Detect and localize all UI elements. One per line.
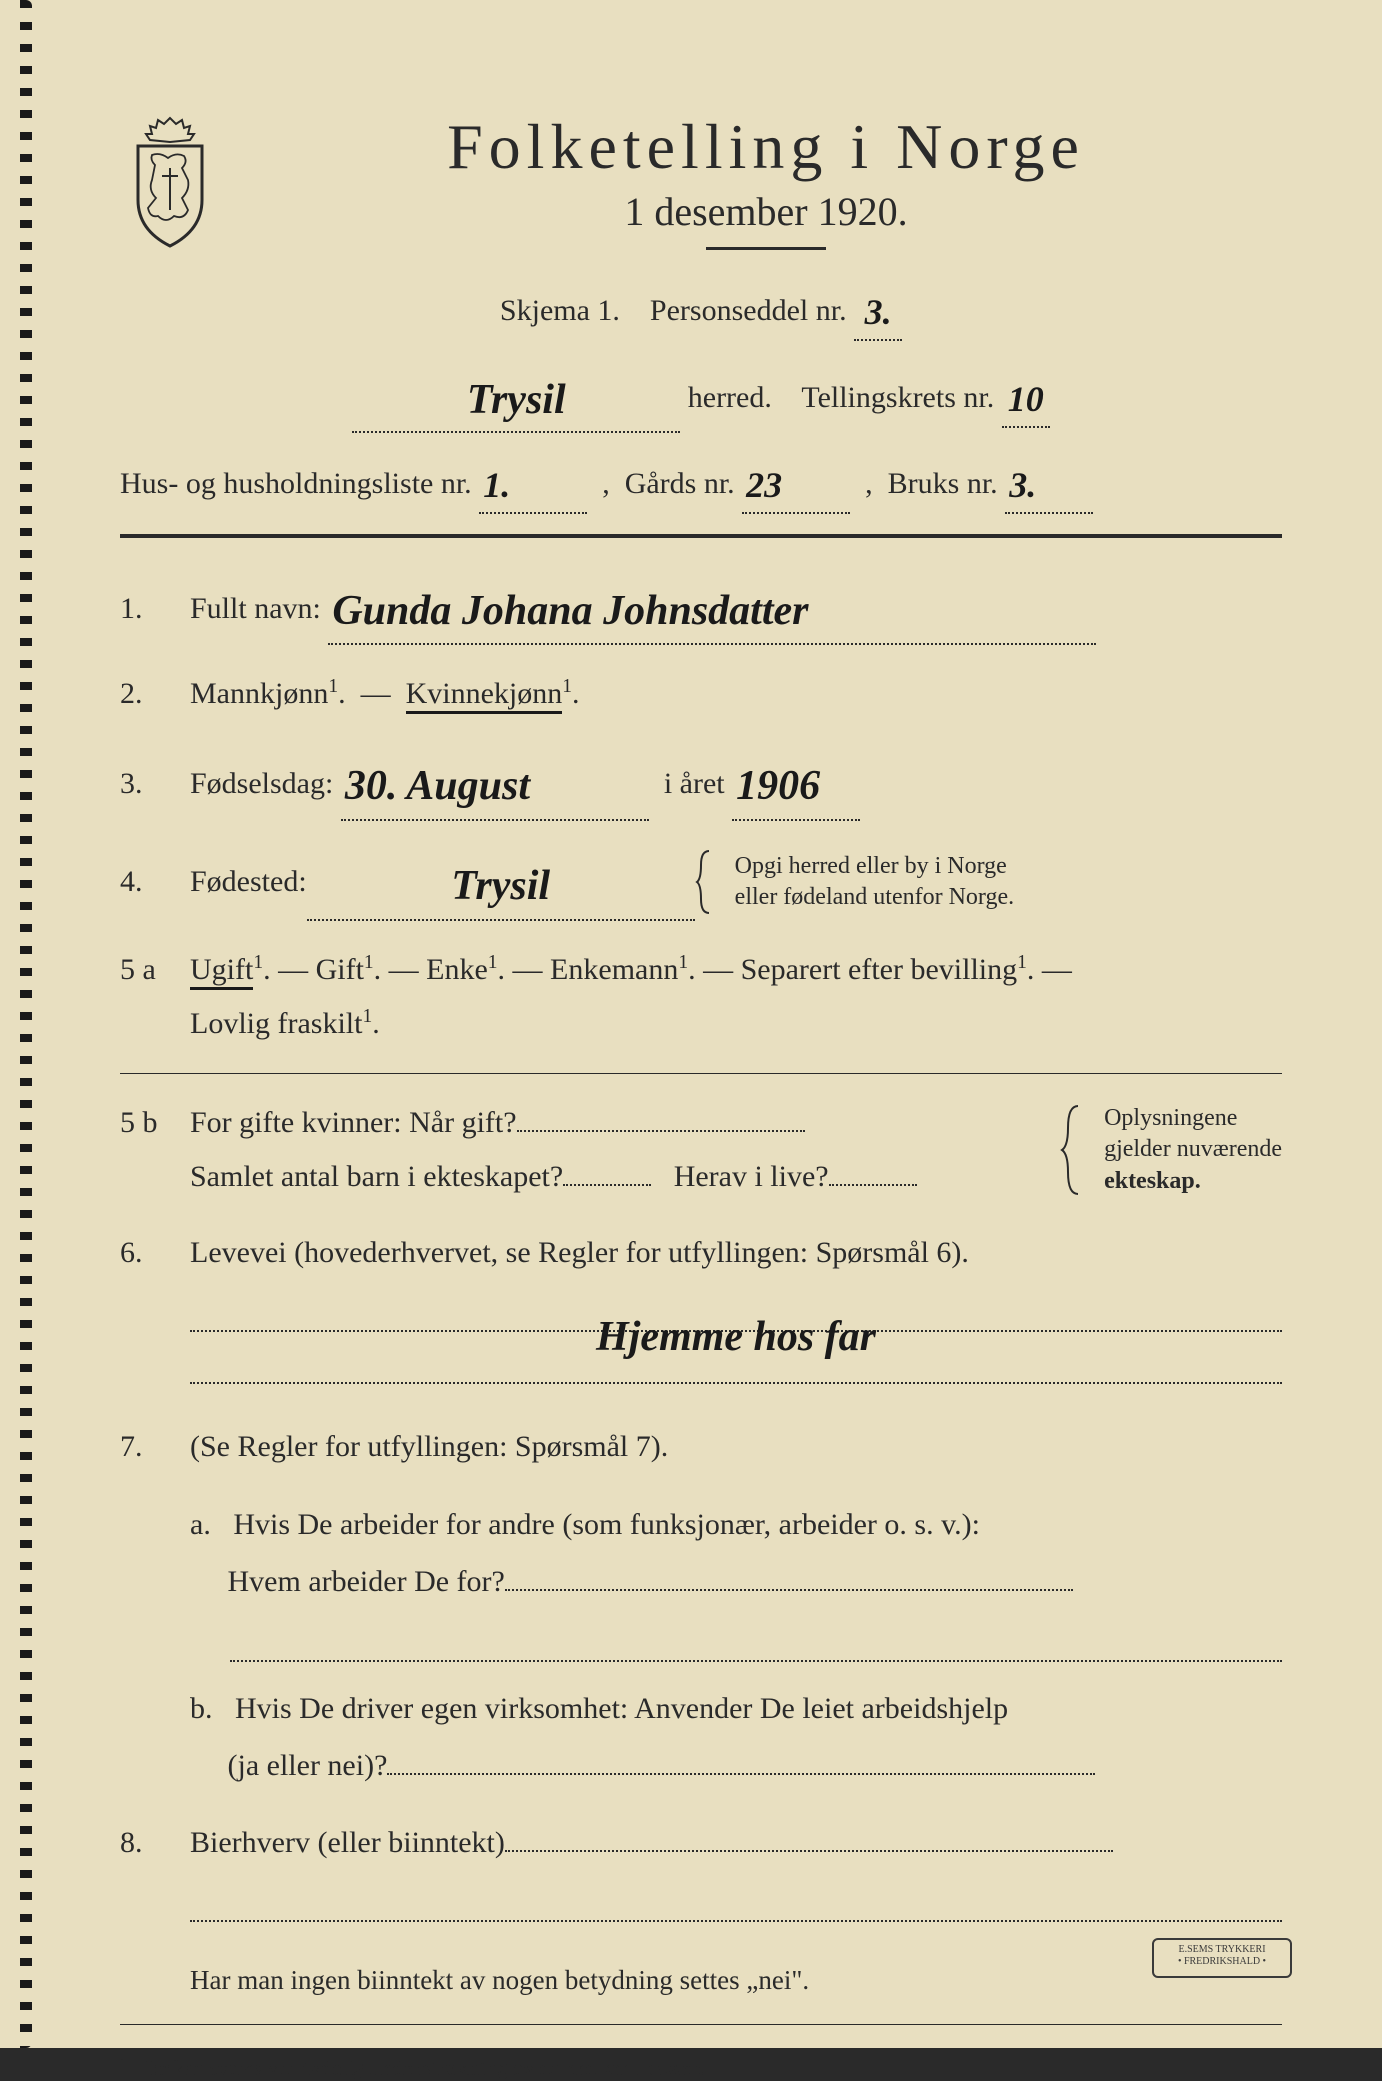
q2-kvinne: Kvinnekjønn — [406, 677, 563, 714]
q7a-label: a. — [190, 1508, 211, 1541]
husliste-label: Hus- og husholdningsliste nr. — [120, 467, 472, 500]
footnote: 1 Her kan svares ved tydelig understrekn… — [120, 2055, 1282, 2081]
schema-label: Skjema 1. — [500, 294, 620, 327]
q8-label: Bierhverv (eller biinntekt) — [190, 1826, 505, 1859]
footnote-rule — [120, 2024, 1282, 2026]
q1-num: 1. — [120, 592, 170, 626]
herred-line: Trysil herred. Tellingskrets nr. 10 — [120, 359, 1282, 432]
gards-nr: 23 — [746, 465, 782, 505]
q7b-l1: Hvis De driver egen virksomhet: Anvender… — [235, 1692, 1008, 1725]
q6-label: Levevei (hovederhvervet, se Regler for u… — [190, 1236, 969, 1269]
q6-value: Hjemme hos far — [596, 1314, 876, 1360]
q5a: 5 a Ugift1. — Gift1. — Enke1. — Enkemann… — [120, 943, 1282, 1051]
q7-label: (Se Regler for utfyllingen: Spørsmål 7). — [190, 1430, 668, 1463]
q7a: a. Hvis De arbeider for andre (som funks… — [190, 1496, 1282, 1662]
title-rule — [706, 247, 826, 250]
q1: 1. Fullt navn: Gunda Johana Johnsdatter — [120, 568, 1282, 646]
tellingskrets-nr: 10 — [1008, 379, 1044, 419]
personseddel-nr: 3. — [865, 292, 892, 332]
header: Folketelling i Norge 1 desember 1920. — [120, 90, 1282, 260]
brace-icon — [695, 847, 715, 917]
main-title: Folketelling i Norge — [250, 110, 1282, 184]
q5b-num: 5 b — [120, 1106, 170, 1140]
q3-year: 1906 — [736, 763, 820, 809]
q5b-l1: For gifte kvinner: Når gift? — [190, 1106, 517, 1139]
coat-of-arms-icon — [120, 110, 220, 250]
q4-note: Opgi herred eller by i Norge eller fødel… — [735, 851, 1014, 913]
q3-label: Fødselsdag: — [190, 767, 333, 800]
q5a-num: 5 a — [120, 953, 170, 987]
perforation-edge — [20, 0, 32, 2048]
q7-num: 7. — [120, 1430, 170, 1464]
q5b-l3: Herav i live? — [674, 1160, 829, 1193]
q1-label: Fullt navn: — [190, 592, 321, 625]
q3-day: 30. August — [345, 763, 530, 809]
q4-num: 4. — [120, 865, 170, 899]
q3-year-label: i året — [664, 767, 725, 800]
q4-value: Trysil — [451, 863, 550, 909]
herred-value: Trysil — [467, 377, 566, 423]
schema-line: Skjema 1. Personseddel nr. 3. — [120, 278, 1282, 341]
q5a-gift: Gift — [316, 953, 364, 986]
q2-num: 2. — [120, 677, 170, 711]
rule-5 — [120, 1073, 1282, 1075]
q5b-l2: Samlet antal barn i ekteskapet? — [190, 1160, 563, 1193]
bruks-nr: 3. — [1009, 465, 1036, 505]
q1-value: Gunda Johana Johnsdatter — [332, 588, 808, 634]
q7a-l1: Hvis De arbeider for andre (som funksjon… — [233, 1508, 980, 1541]
q5a-enke: Enke — [426, 953, 488, 986]
q5b-note: Oplysningene gjelder nuværende ekteskap. — [1104, 1103, 1282, 1197]
q5a-enkemann: Enkemann — [550, 953, 678, 986]
q7: 7. (Se Regler for utfyllingen: Spørsmål … — [120, 1420, 1282, 1474]
q8-num: 8. — [120, 1826, 170, 1860]
brace-icon — [1060, 1100, 1084, 1200]
q7b: b. Hvis De driver egen virksomhet: Anven… — [190, 1680, 1282, 1794]
gards-label: Gårds nr. — [625, 467, 735, 500]
bruks-label: Bruks nr. — [888, 467, 998, 500]
tellingskrets-label: Tellingskrets nr. — [801, 381, 994, 414]
q7a-l2: Hvem arbeider De for? — [228, 1565, 505, 1598]
census-form-page: Folketelling i Norge 1 desember 1920. Sk… — [0, 0, 1382, 2048]
q5a-fraskilt: Lovlig fraskilt — [190, 1007, 362, 1040]
q5a-separert: Separert efter bevilling — [741, 953, 1018, 986]
title-block: Folketelling i Norge 1 desember 1920. — [250, 90, 1282, 260]
footnote-text: Her kan svares ved tydelig understreknin… — [137, 2056, 703, 2080]
q7b-label: b. — [190, 1692, 213, 1725]
q4-label: Fødested: — [190, 855, 307, 909]
thick-rule — [120, 534, 1282, 538]
q6: 6. Levevei (hovederhvervet, se Regler fo… — [120, 1226, 1282, 1398]
q6-num: 6. — [120, 1236, 170, 1270]
q4: 4. Fødested: Trysil Opgi herred eller by… — [120, 843, 1282, 921]
herred-label: herred. — [688, 381, 772, 414]
husliste-line: Hus- og husholdningsliste nr. 1. , Gårds… — [120, 451, 1282, 514]
date-line: 1 desember 1920. — [250, 188, 1282, 235]
husliste-nr: 1. — [483, 465, 510, 505]
q2: 2. Mannkjønn1. — Kvinnekjønn1. — [120, 667, 1282, 721]
personseddel-label: Personseddel nr. — [650, 294, 847, 327]
q8: 8. Bierhverv (eller biinntekt) — [120, 1816, 1282, 1936]
q3: 3. Fødselsdag: 30. August i året 1906 — [120, 743, 1282, 821]
q5a-ugift: Ugift — [190, 953, 253, 990]
q7b-l2: (ja eller nei)? — [228, 1749, 388, 1782]
q2-mann: Mannkjønn — [190, 677, 328, 710]
q5b: 5 b For gifte kvinner: Når gift? Samlet … — [120, 1096, 1282, 1204]
closing: Har man ingen biinntekt av nogen betydni… — [190, 1958, 1282, 2004]
printer-stamp: E.SEMS TRYKKERI • FREDRIKSHALD • — [1152, 1938, 1292, 1978]
q3-num: 3. — [120, 767, 170, 801]
